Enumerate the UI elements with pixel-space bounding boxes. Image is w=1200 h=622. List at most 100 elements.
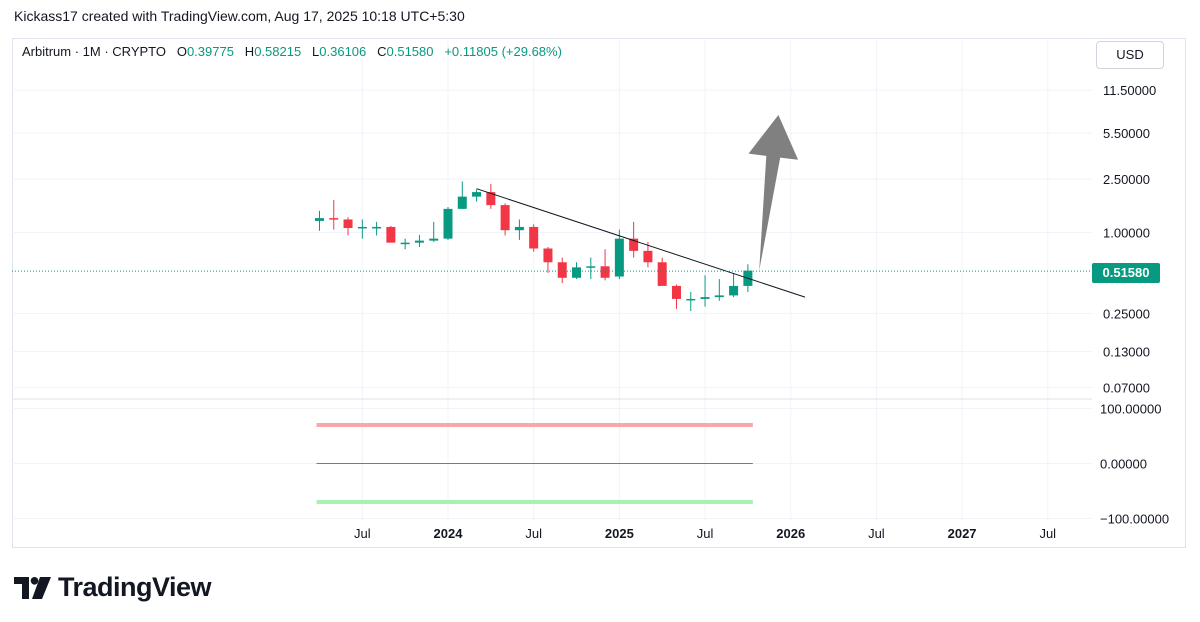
candle-body [600, 266, 610, 278]
candle [543, 246, 553, 273]
candle-body [372, 226, 382, 229]
candle [557, 257, 567, 284]
candle [714, 279, 724, 301]
time-tick-label: Jul [354, 526, 371, 541]
candle-body [314, 218, 324, 221]
candle [372, 221, 382, 236]
candle [314, 210, 324, 231]
candle-body [486, 192, 496, 206]
tradingview-logo-text: TradingView [58, 572, 212, 602]
candle [329, 199, 339, 230]
time-tick-label: 2025 [605, 526, 634, 541]
time-tick-label: 2024 [434, 526, 464, 541]
price-tick-label: 11.50000 [1103, 83, 1156, 98]
trendline [476, 188, 806, 298]
candle-body [414, 240, 424, 243]
candle [472, 189, 482, 202]
low-label: L [312, 44, 320, 59]
candle [486, 183, 496, 209]
candle-body [514, 226, 524, 231]
candle-body [657, 262, 667, 286]
tradingview-logo-icon [14, 576, 51, 599]
candle-body [643, 250, 653, 263]
drawings [476, 115, 806, 298]
price-tick-label: 0.13000 [1103, 344, 1150, 359]
candles [314, 181, 753, 312]
candle-body [529, 226, 539, 249]
candle [586, 257, 596, 280]
oscillator-tick-label: −100.00000 [1100, 512, 1169, 527]
candle-body [329, 218, 339, 220]
candle [643, 241, 653, 268]
candle-body [457, 196, 467, 209]
candle-body [343, 219, 353, 229]
candle [600, 249, 610, 281]
oscillator-tick-label: 100.00000 [1100, 402, 1161, 417]
candle [629, 221, 639, 258]
candle-body [386, 226, 396, 243]
high-value: 0.58215 [254, 44, 302, 59]
price-tick-label: 0.25000 [1103, 306, 1150, 321]
price-tick-label: 0.07000 [1103, 381, 1150, 396]
candle [529, 224, 539, 252]
chart-frame [12, 38, 1186, 548]
high-label: H [244, 44, 255, 59]
candle-body [671, 285, 681, 299]
time-tick-label: Jul [525, 526, 542, 541]
oscillator-axis: 100.00000 0.00000 −100.00000 [1100, 402, 1169, 527]
price-tick-label: 1.00000 [1103, 226, 1150, 241]
price-tick-label: 5.50000 [1103, 126, 1150, 141]
candle [414, 234, 424, 247]
candle-body [472, 192, 482, 197]
time-tick-label: Jul [1039, 526, 1056, 541]
candle [514, 219, 524, 240]
time-tick-label: 2027 [948, 526, 977, 541]
price-tick-label: 2.50000 [1103, 172, 1150, 187]
candle [429, 221, 439, 242]
candle-body [686, 298, 696, 301]
symbol-label: Arbitrum · 1M · CRYPTO [22, 44, 166, 59]
candle-body [357, 226, 367, 229]
time-axis: Jul 2024 Jul 2025 Jul 2026 Jul 2027 Jul [354, 526, 1056, 541]
open-value: 0.39775 [186, 44, 234, 59]
candle [500, 203, 510, 236]
candle [443, 206, 453, 240]
last-price-label: 0.51580 [1092, 263, 1160, 283]
candle-body [629, 238, 639, 251]
tradingview-logo[interactable]: TradingView [14, 572, 212, 603]
candle-body [443, 208, 453, 239]
candle [357, 219, 367, 239]
candle [386, 225, 396, 243]
candle [400, 238, 410, 250]
candle-body [614, 238, 624, 277]
oscillator-pane [316, 423, 753, 504]
oscillator-tick-label: 0.00000 [1100, 457, 1147, 472]
low-value: 0.36106 [319, 44, 367, 59]
time-tick-label: Jul [697, 526, 714, 541]
change-value: +0.11805 (+29.68%) [444, 44, 562, 59]
candle-body [500, 205, 510, 231]
currency-button[interactable]: USD [1096, 41, 1164, 69]
candle [671, 284, 681, 309]
candle [657, 257, 667, 286]
attribution-text: Kickass17 created with TradingView.com, … [14, 8, 465, 24]
time-tick-label: Jul [868, 526, 885, 541]
candle [614, 229, 624, 280]
ohlc-legend: Arbitrum · 1M · CRYPTO O0.39775 H0.58215… [22, 44, 562, 59]
candle [457, 181, 467, 209]
candle [686, 292, 696, 312]
candle-body [700, 297, 710, 299]
grid-lines [12, 38, 1092, 520]
candle-body [543, 248, 553, 263]
candle-body [714, 295, 724, 298]
candle [700, 275, 710, 307]
time-tick-label: 2026 [776, 526, 805, 541]
candle-body [400, 242, 410, 245]
price-axis: 11.50000 5.50000 2.50000 1.00000 0.25000 0.13… [1103, 83, 1156, 395]
candle-body [729, 285, 739, 296]
candle [729, 272, 739, 298]
up-arrow-drawing [748, 115, 799, 271]
candle-body [557, 262, 567, 278]
open-label: O [176, 44, 187, 59]
